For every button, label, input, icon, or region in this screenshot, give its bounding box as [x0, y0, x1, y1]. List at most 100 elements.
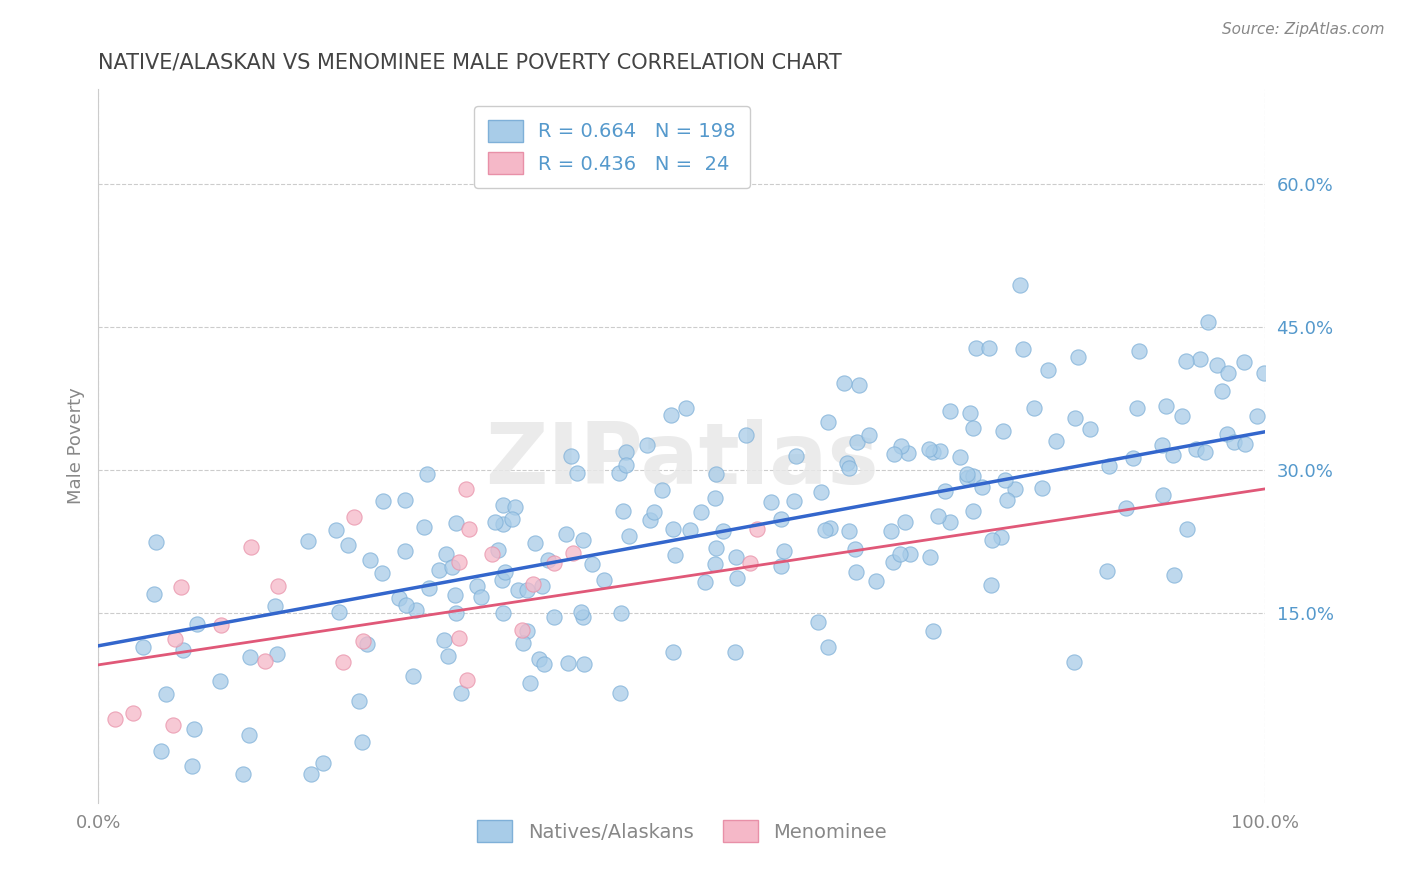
Point	[921, 624, 943, 639]
Point	[711, 524, 734, 539]
Point	[347, 694, 370, 708]
Point	[837, 456, 859, 470]
Point	[470, 590, 492, 604]
Point	[921, 445, 943, 459]
Point	[1067, 350, 1090, 364]
Point	[980, 578, 1002, 592]
Point	[845, 565, 868, 579]
Point	[209, 618, 232, 632]
Point	[725, 571, 748, 585]
Point	[434, 547, 457, 561]
Point	[1246, 409, 1268, 423]
Point	[337, 538, 360, 552]
Point	[965, 341, 987, 355]
Point	[412, 519, 434, 533]
Point	[651, 483, 673, 498]
Point	[402, 668, 425, 682]
Point	[934, 484, 956, 499]
Point	[614, 445, 637, 459]
Point	[949, 450, 972, 464]
Point	[704, 467, 727, 481]
Point	[359, 553, 381, 567]
Point	[838, 460, 860, 475]
Point	[995, 493, 1018, 508]
Point	[524, 535, 547, 549]
Point	[169, 580, 191, 594]
Point	[918, 550, 941, 565]
Point	[1233, 436, 1256, 450]
Point	[456, 483, 478, 497]
Point	[938, 403, 960, 417]
Point	[1233, 355, 1256, 369]
Point	[1004, 482, 1026, 496]
Point	[531, 579, 554, 593]
Point	[1064, 411, 1087, 425]
Point	[814, 523, 837, 537]
Point	[512, 635, 534, 649]
Point	[661, 645, 683, 659]
Point	[1063, 655, 1085, 669]
Point	[1095, 564, 1118, 578]
Point	[557, 657, 579, 671]
Point	[1022, 401, 1045, 415]
Point	[449, 631, 471, 645]
Point	[993, 473, 1015, 487]
Point	[929, 444, 952, 458]
Point	[332, 655, 354, 669]
Point	[325, 523, 347, 537]
Point	[433, 632, 456, 647]
Point	[581, 557, 603, 571]
Point	[900, 548, 922, 562]
Point	[690, 505, 713, 519]
Point	[492, 498, 515, 512]
Point	[1031, 481, 1053, 495]
Point	[1115, 500, 1137, 515]
Point	[838, 524, 860, 538]
Point	[370, 566, 392, 581]
Point	[609, 686, 631, 700]
Point	[486, 543, 509, 558]
Text: ZIPatlas: ZIPatlas	[485, 418, 879, 502]
Point	[1253, 366, 1275, 380]
Point	[1078, 422, 1101, 436]
Point	[832, 376, 855, 390]
Point	[405, 603, 427, 617]
Y-axis label: Male Poverty: Male Poverty	[66, 388, 84, 504]
Point	[956, 467, 979, 481]
Point	[643, 505, 665, 519]
Point	[981, 533, 1004, 547]
Legend: Natives/Alaskans, Menominee: Natives/Alaskans, Menominee	[470, 812, 894, 850]
Point	[927, 509, 949, 524]
Point	[1150, 438, 1173, 452]
Point	[186, 616, 208, 631]
Point	[1211, 384, 1233, 399]
Point	[145, 535, 167, 549]
Point	[1175, 353, 1198, 368]
Point	[769, 512, 792, 526]
Point	[807, 615, 830, 629]
Point	[607, 466, 630, 480]
Point	[858, 427, 880, 442]
Point	[883, 447, 905, 461]
Point	[1154, 399, 1177, 413]
Point	[239, 649, 262, 664]
Point	[533, 657, 555, 671]
Point	[865, 574, 887, 588]
Point	[395, 598, 418, 612]
Point	[1163, 568, 1185, 582]
Point	[1152, 488, 1174, 502]
Point	[956, 470, 979, 484]
Point	[456, 673, 478, 688]
Point	[208, 673, 231, 688]
Point	[638, 513, 661, 527]
Point	[465, 579, 488, 593]
Point	[704, 541, 727, 556]
Point	[516, 624, 538, 639]
Point	[238, 728, 260, 742]
Point	[661, 409, 683, 423]
Point	[1122, 451, 1144, 466]
Point	[561, 546, 583, 560]
Point	[543, 609, 565, 624]
Point	[695, 574, 717, 589]
Point	[356, 637, 378, 651]
